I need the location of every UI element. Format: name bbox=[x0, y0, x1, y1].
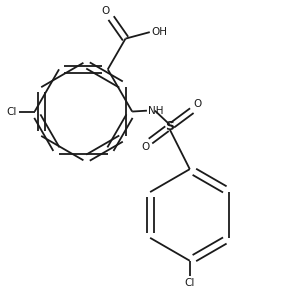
Text: Cl: Cl bbox=[185, 278, 195, 288]
Text: O: O bbox=[141, 142, 149, 152]
Text: Cl: Cl bbox=[7, 106, 17, 116]
Text: O: O bbox=[101, 6, 110, 16]
Text: S: S bbox=[165, 121, 174, 133]
Text: OH: OH bbox=[151, 27, 167, 37]
Text: NH: NH bbox=[148, 106, 164, 116]
Text: O: O bbox=[193, 99, 201, 109]
